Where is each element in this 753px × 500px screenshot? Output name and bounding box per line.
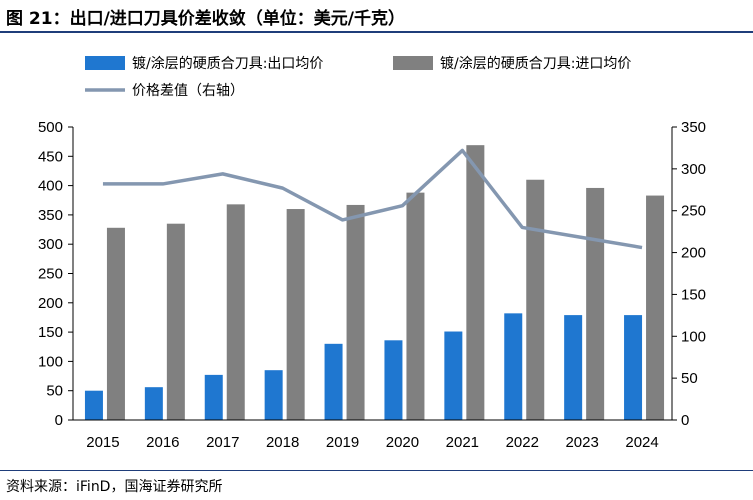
right-tick-label-0: 0 (681, 412, 689, 429)
legend-label-0: 镀/涂层的硬质合刀具:出口均价 (132, 55, 323, 72)
export-bar-2016 (144, 387, 163, 420)
export-bar-2023 (564, 315, 583, 420)
source-note: 资料来源：iFinD，国海证券研究所 (6, 479, 223, 495)
x-tick-label-2016: 2016 (146, 434, 179, 451)
import-bar-2022 (526, 179, 545, 420)
x-tick-label-2015: 2015 (86, 434, 119, 451)
right-tick-label-300: 300 (681, 161, 706, 178)
x-tick-label-2018: 2018 (266, 434, 299, 451)
export-bar-2022 (504, 313, 523, 420)
x-tick-label-2017: 2017 (206, 434, 239, 451)
legend-swatch-1 (393, 56, 433, 70)
export-bar-2020 (384, 340, 403, 420)
export-bar-2019 (324, 343, 343, 420)
x-tick-label-2019: 2019 (326, 434, 359, 451)
import-bar-2024 (646, 195, 665, 420)
chart-title: 图 21：出口/进口刀具价差收敛（单位：美元/千克） (6, 9, 405, 29)
right-tick-label-150: 150 (681, 286, 706, 303)
import-bar-2015 (106, 227, 125, 420)
right-tick-label-50: 50 (681, 370, 698, 387)
x-tick-label-2022: 2022 (506, 434, 539, 451)
left-tick-label-400: 400 (38, 178, 63, 195)
bars (84, 145, 665, 420)
import-bar-2020 (406, 192, 425, 420)
left-tick-label-100: 100 (38, 353, 63, 370)
import-bar-2021 (466, 145, 485, 420)
left-tick-label-500: 500 (38, 119, 63, 136)
export-bar-2024 (624, 315, 643, 420)
axes: 2015 2016 2017 2018 2019 2020 2021 2022 2023 2024… (38, 119, 706, 451)
import-bar-2019 (346, 204, 365, 420)
import-bar-2017 (226, 204, 245, 420)
x-tick-label-2021: 2021 (446, 434, 479, 451)
right-tick-label-100: 100 (681, 328, 706, 345)
right-tick-label-250: 250 (681, 203, 706, 220)
left-tick-label-200: 200 (38, 295, 63, 312)
title-rule (0, 31, 753, 33)
line-series (102, 148, 643, 250)
export-bar-2021 (444, 331, 463, 420)
x-tick-label-2020: 2020 (386, 434, 419, 451)
legend-label-2: 价格差值（右轴） (132, 83, 244, 99)
export-bar-2018 (264, 370, 283, 420)
price-gap-line (102, 148, 643, 250)
export-bar-2015 (84, 390, 103, 420)
x-tick-label-2024: 2024 (625, 434, 658, 451)
left-tick-label-150: 150 (38, 324, 63, 341)
legend-swatch-0 (85, 56, 125, 70)
left-tick-label-0: 0 (55, 412, 63, 429)
left-tick-label-350: 350 (38, 207, 63, 224)
right-tick-label-200: 200 (681, 245, 706, 262)
left-tick-label-300: 300 (38, 236, 63, 253)
left-tick-label-450: 450 (38, 148, 63, 165)
export-bar-2017 (204, 374, 223, 420)
import-bar-2023 (586, 187, 605, 420)
import-bar-2018 (286, 209, 305, 420)
import-bar-2016 (166, 223, 185, 420)
source-rule (0, 470, 753, 471)
right-tick-label-350: 350 (681, 119, 706, 136)
x-tick-label-2023: 2023 (565, 434, 598, 451)
left-tick-label-250: 250 (38, 266, 63, 283)
legend-label-1: 镀/涂层的硬质合刀具:进口均价 (440, 55, 631, 72)
left-tick-label-50: 50 (46, 383, 63, 400)
